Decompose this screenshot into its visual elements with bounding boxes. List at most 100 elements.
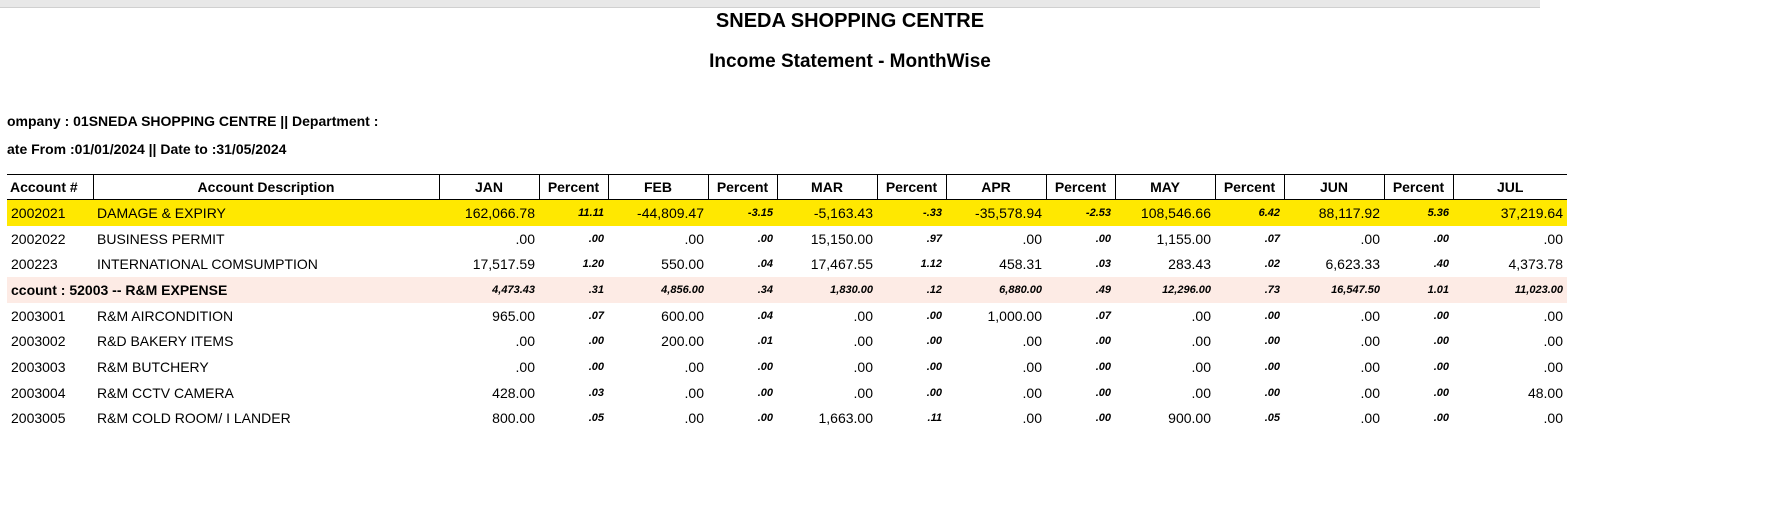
percent-cell: .00: [1433, 232, 1449, 245]
table-row: 2002022 BUSINESS PERMIT .00 .00 .00 .00 15,150…: [7, 226, 1567, 252]
amount-cell: 17,517.59: [472, 256, 535, 273]
account-description: R&M COLD ROOM/ I LANDER: [97, 410, 291, 427]
amount-cell: .00: [684, 410, 704, 427]
amount-cell: .00: [1022, 384, 1042, 401]
amount-cell: .00: [853, 384, 873, 401]
amount-cell: .00: [1022, 333, 1042, 350]
group-account-label: ccount : 52003 -- R&M EXPENSE: [7, 277, 439, 303]
amount-cell: .00: [515, 358, 535, 375]
amount-cell: .00: [1360, 333, 1380, 350]
account-number: 2003004: [11, 384, 66, 401]
percent-cell: .00: [926, 360, 942, 373]
percent-cell: .07: [1264, 232, 1280, 245]
account-description: DAMAGE & EXPIRY: [93, 199, 439, 226]
amount-cell: 4,856.00: [608, 277, 708, 303]
percent-cell: .00: [1095, 412, 1111, 425]
company-title: SNEDA SHOPPING CENTRE: [715, 10, 985, 32]
percent-cell: .05: [588, 412, 604, 425]
amount-cell: 88,117.92: [1284, 199, 1384, 226]
amount-cell: 17,467.55: [810, 256, 873, 273]
amount-cell: .00: [1022, 410, 1042, 427]
percent-cell: .00: [1095, 232, 1111, 245]
percent-cell: .00: [1264, 335, 1280, 348]
amount-cell: .00: [684, 230, 704, 247]
amount-cell: 458.31: [999, 256, 1042, 273]
percent-cell: .00: [1095, 360, 1111, 373]
account-number: 2002021: [7, 199, 93, 226]
amount-cell: .00: [853, 307, 873, 324]
amount-cell: 900.00: [1168, 410, 1211, 427]
percent-cell: .02: [1264, 258, 1280, 271]
percent-cell: 6.42: [1215, 199, 1284, 226]
percent-cell: .00: [757, 360, 773, 373]
percent-cell: .00: [926, 386, 942, 399]
amount-cell: 1,155.00: [1156, 230, 1212, 247]
amount-cell: .00: [1360, 307, 1380, 324]
percent-cell: .01: [757, 335, 773, 348]
amount-cell: 6,623.33: [1325, 256, 1381, 273]
amount-cell: 4,373.78: [1508, 256, 1564, 273]
account-number: 2003002: [11, 333, 66, 350]
account-number: 2003001: [11, 307, 66, 324]
amount-cell: .00: [1191, 307, 1211, 324]
percent-cell: .00: [1433, 309, 1449, 322]
amount-cell: .00: [684, 358, 704, 375]
col-header-percent: Percent: [538, 174, 608, 200]
amount-cell: 162,066.78: [439, 199, 539, 226]
amount-cell: .00: [853, 358, 873, 375]
table-row: 2003005 R&M COLD ROOM/ I LANDER 800.00 .05.…: [7, 406, 1567, 432]
percent-cell: .00: [1264, 309, 1280, 322]
percent-cell: .34: [708, 277, 777, 303]
percent-cell: 5.36: [1384, 199, 1453, 226]
amount-cell: -35,578.94: [946, 199, 1046, 226]
amount-cell: 6,880.00: [946, 277, 1046, 303]
amount-cell: .00: [1360, 358, 1380, 375]
col-header-percent: Percent: [707, 174, 777, 200]
amount-cell: .00: [853, 333, 873, 350]
header-row: Account # Account Description JAN Percen…: [7, 174, 1567, 200]
amount-cell: 550.00: [661, 256, 704, 273]
percent-cell: .04: [757, 309, 773, 322]
amount-cell: .00: [1022, 358, 1042, 375]
amount-cell: 12,296.00: [1115, 277, 1215, 303]
percent-cell: -2.53: [1046, 199, 1115, 226]
amount-cell: .00: [1543, 333, 1563, 350]
percent-cell: .73: [1215, 277, 1284, 303]
table-row: 2002021 DAMAGE & EXPIRY 162,066.78 11.11 -44…: [7, 199, 1567, 226]
account-description: R&D BAKERY ITEMS: [97, 333, 234, 350]
percent-cell: .97: [926, 232, 942, 245]
col-header-percent: Percent: [876, 174, 946, 200]
percent-cell: .12: [877, 277, 946, 303]
percent-cell: .00: [1095, 386, 1111, 399]
amount-cell: .00: [1191, 384, 1211, 401]
amount-cell: 800.00: [492, 410, 535, 427]
amount-cell: 1,663.00: [818, 410, 874, 427]
amount-cell: 965.00: [492, 307, 535, 324]
table-row: 2003002 R&D BAKERY ITEMS .00 .00 200.00 .01 .0…: [7, 328, 1567, 354]
percent-cell: .00: [588, 335, 604, 348]
col-header-jun: JUN: [1283, 174, 1384, 200]
percent-cell: -.33: [877, 199, 946, 226]
percent-cell: 1.12: [920, 258, 942, 271]
account-number: 200223: [11, 256, 58, 273]
amount-cell: 283.43: [1168, 256, 1211, 273]
amount-cell: 1,830.00: [777, 277, 877, 303]
col-header-feb: FEB: [607, 174, 708, 200]
amount-cell: .00: [1543, 230, 1563, 247]
percent-cell: .00: [1433, 360, 1449, 373]
percent-cell: 1.20: [582, 258, 604, 271]
account-description: R&M AIRCONDITION: [97, 307, 234, 324]
col-header-percent: Percent: [1045, 174, 1115, 200]
amount-cell: .00: [1191, 358, 1211, 375]
percent-cell: 11.11: [539, 199, 608, 226]
income-statement-table: Account # Account Description JAN Percen…: [7, 174, 1567, 431]
amount-cell: .00: [1360, 384, 1380, 401]
amount-cell: 48.00: [1527, 384, 1563, 401]
col-header-apr: APR: [945, 174, 1046, 200]
percent-cell: .11: [927, 412, 942, 425]
amount-cell: 1,000.00: [987, 307, 1043, 324]
percent-cell: .00: [1433, 412, 1449, 425]
account-description: BUSINESS PERMIT: [97, 230, 225, 247]
percent-cell: .00: [757, 232, 773, 245]
percent-cell: .00: [1433, 335, 1449, 348]
